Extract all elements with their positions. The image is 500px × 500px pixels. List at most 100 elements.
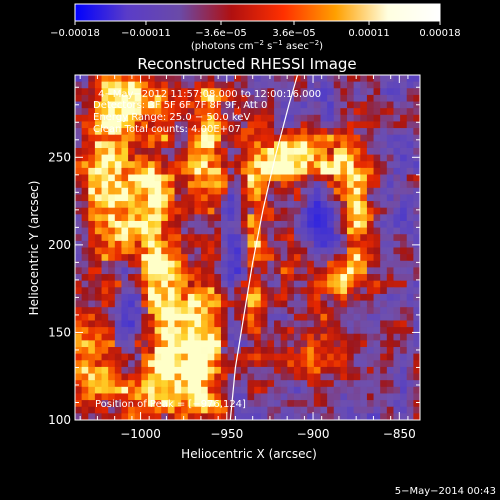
heatmap-cell	[187, 181, 196, 189]
heatmap-cell	[207, 234, 215, 242]
heatmap-cell	[307, 167, 315, 176]
heatmap-cell	[347, 161, 355, 169]
heatmap-cell	[386, 400, 395, 408]
heatmap-cell	[81, 220, 89, 229]
heatmap-cell	[347, 201, 355, 209]
heatmap-cell	[114, 174, 123, 182]
heatmap-cell	[128, 234, 136, 242]
heatmap-cell	[134, 81, 142, 89]
heatmap-cell	[406, 260, 414, 268]
heatmap-cell	[287, 108, 295, 116]
heatmap-cell	[154, 300, 162, 308]
heatmap-cell	[114, 240, 123, 249]
heatmap-cell	[167, 347, 176, 355]
heatmap-cell	[373, 353, 381, 361]
heatmap-cell	[88, 108, 96, 116]
heatmap-cell	[128, 114, 136, 123]
heatmap-cell	[386, 121, 395, 129]
heatmap-cell	[307, 187, 315, 196]
heatmap-cell	[260, 274, 268, 282]
heatmap-cell	[280, 214, 288, 222]
heatmap-cell	[234, 220, 242, 229]
heatmap-cell	[167, 181, 176, 189]
heatmap-cell	[320, 94, 328, 103]
heatmap-cell	[400, 267, 408, 275]
heatmap-cell	[101, 300, 109, 308]
heatmap-cell	[214, 94, 222, 103]
heatmap-cell	[121, 167, 129, 176]
heatmap-cell	[400, 201, 408, 209]
heatmap-cell	[174, 214, 182, 222]
heatmap-cell	[254, 128, 262, 136]
heatmap-cell	[340, 194, 348, 202]
heatmap-cell	[320, 220, 328, 229]
heatmap-cell	[88, 147, 96, 156]
heatmap-cell	[293, 234, 302, 242]
heatmap-cell	[320, 327, 328, 335]
heatmap-cell	[134, 181, 142, 189]
heatmap-cell	[280, 393, 288, 401]
heatmap-cell	[121, 134, 129, 142]
heatmap-cell	[393, 181, 401, 189]
heatmap-cell	[247, 167, 255, 176]
heatmap-cell	[174, 201, 182, 209]
heatmap-cell	[386, 181, 395, 189]
heatmap-cell	[287, 227, 295, 235]
heatmap-cell	[313, 287, 322, 295]
heatmap-cell	[393, 247, 401, 255]
heatmap-cell	[240, 373, 249, 381]
heatmap-cell	[187, 147, 196, 156]
heatmap-cell	[141, 274, 149, 282]
heatmap-cell	[327, 114, 335, 123]
heatmap-cell	[293, 320, 302, 328]
heatmap-cell	[220, 327, 229, 335]
heatmap-cell	[307, 114, 315, 123]
heatmap-cell	[287, 187, 295, 196]
heatmap-cell	[220, 161, 229, 169]
heatmap-cell	[313, 121, 322, 129]
heatmap-cell	[94, 307, 103, 315]
heatmap-cell	[400, 406, 408, 414]
heatmap-cell	[88, 161, 96, 169]
heatmap-cell	[353, 406, 361, 414]
heatmap-cell	[187, 360, 196, 368]
heatmap-cell	[340, 174, 348, 182]
heatmap-cell	[320, 154, 328, 162]
heatmap-cell	[201, 227, 209, 235]
heatmap-cell	[393, 81, 401, 89]
heatmap-cell	[373, 187, 381, 196]
heatmap-cell	[340, 360, 348, 368]
heatmap-cell	[121, 340, 129, 348]
heatmap-cell	[201, 280, 209, 288]
heatmap-cell	[187, 380, 196, 388]
heatmap-cell	[141, 360, 149, 368]
heatmap-cell	[220, 128, 229, 136]
heatmap-cell	[147, 267, 156, 275]
heatmap-cell	[247, 260, 255, 268]
heatmap-cell	[320, 75, 328, 83]
heatmap-cell	[287, 274, 295, 282]
heatmap-cell	[161, 181, 169, 189]
heatmap-cell	[333, 201, 341, 209]
heatmap-cell	[260, 108, 268, 116]
heatmap-cell	[114, 274, 123, 282]
heatmap-cell	[380, 101, 388, 109]
heatmap-cell	[267, 413, 275, 420]
heatmap-cell	[187, 340, 196, 348]
heatmap-cell	[320, 167, 328, 176]
heatmap-cell	[207, 340, 215, 348]
heatmap-cell	[300, 406, 308, 414]
heatmap-cell	[167, 214, 176, 222]
heatmap-cell	[227, 293, 235, 302]
heatmap-cell	[386, 380, 395, 388]
heatmap-cell	[154, 360, 162, 368]
heatmap-cell	[340, 347, 348, 355]
heatmap-cell	[267, 134, 275, 142]
heatmap-cell	[220, 406, 229, 414]
heatmap-cell	[353, 128, 361, 136]
heatmap-cell	[247, 75, 255, 83]
heatmap-cell	[214, 81, 222, 89]
heatmap-cell	[240, 293, 249, 302]
heatmap-cell	[366, 134, 375, 142]
heatmap-cell	[373, 360, 381, 368]
